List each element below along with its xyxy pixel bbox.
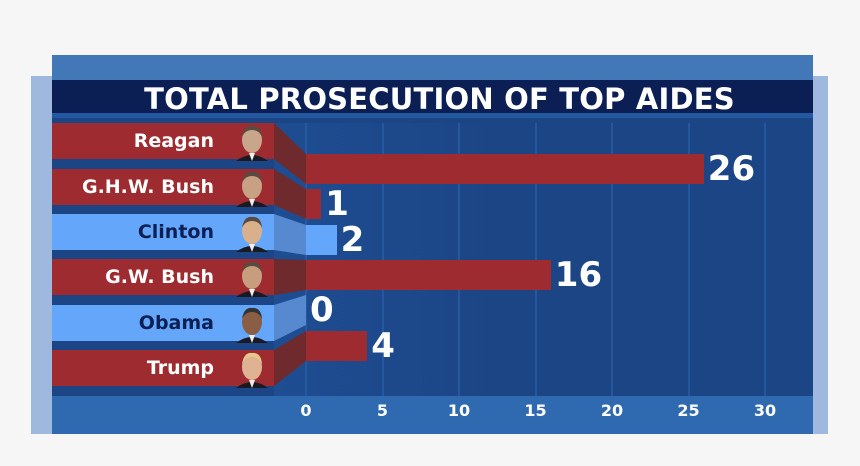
portrait-icon — [232, 305, 272, 343]
category-label: G.W. Bush — [105, 266, 214, 288]
bar-bevel — [274, 259, 306, 295]
bar-bevel — [274, 331, 306, 386]
bar — [306, 260, 551, 290]
x-tick-label: 0 — [300, 401, 312, 420]
bar — [306, 154, 704, 184]
x-tick-label: 30 — [753, 401, 777, 420]
x-axis — [52, 396, 813, 434]
value-label: 2 — [340, 220, 365, 260]
value-label: 4 — [371, 326, 395, 366]
title-bar: TOTAL PROSECUTION OF TOP AIDES — [52, 80, 813, 118]
category-label: Clinton — [137, 221, 214, 243]
gridline — [687, 123, 690, 397]
row-trump: Trump — [52, 350, 274, 388]
value-label: 1 — [325, 184, 349, 224]
row-obama: Obama — [52, 305, 274, 343]
bar-bevel — [274, 169, 306, 219]
row-reagan: Reagan — [52, 123, 274, 161]
bar-bevel — [274, 214, 306, 255]
portrait-icon — [232, 169, 272, 207]
x-tick-label: 15 — [524, 401, 547, 420]
x-tick-label: 25 — [677, 401, 700, 420]
x-tick-label: 5 — [376, 401, 389, 420]
bar — [306, 331, 368, 361]
value-label: 0 — [310, 290, 334, 330]
portrait-icon — [232, 350, 272, 388]
x-tick-label: 20 — [600, 401, 624, 420]
x-tick-label: 10 — [447, 401, 471, 420]
gridline — [764, 123, 766, 397]
gridline — [611, 123, 613, 397]
row-clinton: Clinton — [52, 214, 274, 252]
row-g-h-w-bush: G.H.W. Bush — [52, 169, 274, 207]
value-label: 16 — [554, 255, 603, 295]
category-label: Obama — [138, 312, 214, 334]
bar-bevel — [274, 123, 306, 184]
value-label: 26 — [707, 149, 756, 189]
portrait-icon — [232, 214, 272, 252]
bar-bevel — [274, 295, 306, 341]
category-label: Reagan — [133, 130, 214, 152]
row-g-w-bush: G.W. Bush — [52, 259, 274, 297]
chart-panel: TOTAL PROSECUTION OF TOP AIDES Reagan G.H… — [52, 55, 813, 434]
bar — [306, 189, 322, 219]
category-label: Trump — [146, 357, 214, 379]
category-label: G.H.W. Bush — [81, 176, 214, 198]
bar — [306, 225, 337, 255]
portrait-icon — [232, 259, 272, 297]
panel-top-strip — [52, 55, 813, 80]
portrait-icon — [232, 123, 272, 161]
chart-title: TOTAL PROSECUTION OF TOP AIDES — [144, 82, 735, 116]
